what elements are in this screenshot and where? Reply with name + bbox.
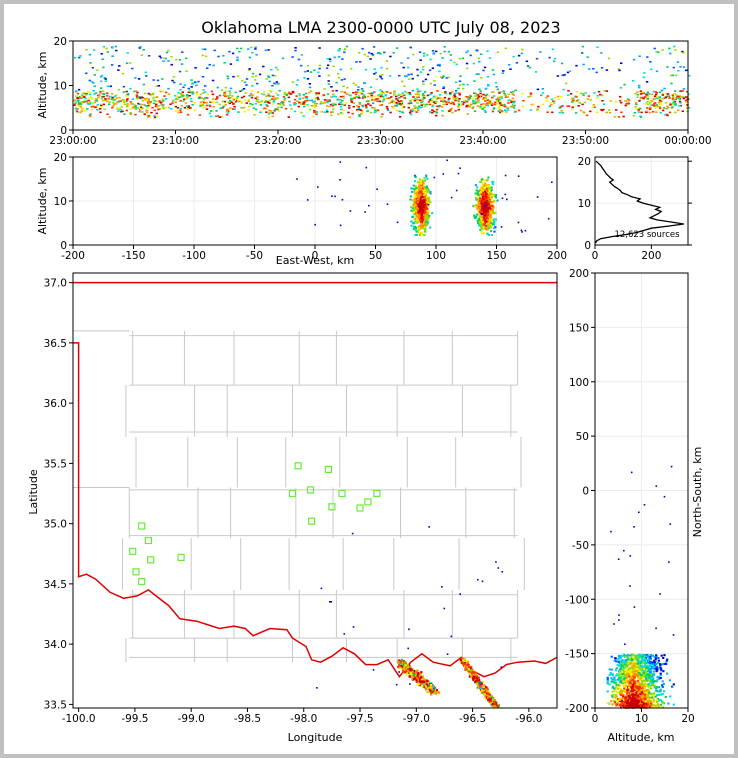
lma-station-marker: [306, 486, 315, 494]
lma-station-marker: [328, 503, 336, 511]
y-tick-label: 150: [569, 322, 589, 334]
x-tick-label: 0: [592, 713, 599, 725]
x-tick-label: 10: [635, 713, 648, 725]
y-tick-label: 0: [60, 240, 67, 252]
x-tick-label: -98.0: [290, 713, 317, 725]
ew-altitude-sources: [296, 159, 553, 236]
y-tick-label: 200: [569, 268, 589, 280]
x-tick-label: -200: [61, 250, 85, 262]
figure-title: Oklahoma LMA 2300-0000 UTC July 08, 2023: [201, 18, 560, 37]
y-tick-label: 36.0: [44, 398, 67, 410]
plan-view-panel: -100.0 -99.5 -99.0 -98.5 -98.0 -97.5 -97.0 -96.…: [27, 272, 558, 744]
y-tick-label: -50: [572, 540, 589, 552]
y-tick-label: 10: [54, 81, 67, 93]
lma-station-marker: [129, 547, 137, 556]
y-tick-label: 35.0: [44, 519, 67, 531]
state-boundary: [73, 281, 558, 678]
lma-station-marker: [356, 504, 364, 512]
y-tick-label: 100: [569, 377, 589, 389]
lma-station-marker: [132, 568, 140, 576]
y-tick-label: 36.5: [44, 338, 67, 350]
time-altitude-panel: 23:00:00 23:10:00 23:20:00 23:30:00 23:40:00…: [36, 36, 712, 147]
x-tick-label: -98.5: [234, 713, 261, 725]
x-tick-label: 0: [312, 250, 319, 262]
x-tick-label: -96.5: [459, 713, 486, 725]
altitude-histogram-panel: 0 200 0 10 20 12,623 sources: [578, 156, 692, 262]
y-tick-label: 50: [576, 431, 589, 443]
lma-station-marker: [308, 517, 316, 525]
y-tick-label: 0: [60, 125, 67, 137]
altitude-ns-xlabel: Altitude, km: [607, 731, 674, 744]
x-tick-label: 23:30:00: [357, 135, 404, 147]
plan-view-xlabel: Longitude: [288, 731, 343, 744]
lma-station-marker: [324, 465, 333, 473]
x-tick-label: 150: [486, 250, 506, 262]
lma-figure: Oklahoma LMA 2300-0000 UTC July 08, 2023…: [27, 18, 712, 744]
x-tick-label: -97.5: [346, 713, 373, 725]
x-tick-label: 23:20:00: [254, 135, 301, 147]
y-tick-label: 20: [54, 36, 67, 48]
lma-station-marker: [147, 556, 155, 564]
ew-altitude-panel: -200 -150 -100 -50 0 50 100 150 200 0 10 20 Altitud…: [36, 152, 567, 267]
y-tick-label: -100: [565, 594, 589, 606]
x-tick-label: 0: [592, 250, 599, 262]
y-tick-label: 20: [54, 152, 67, 164]
plan-view-ylabel: Latitude: [27, 469, 40, 515]
altitude-histogram-axes: [594, 156, 689, 246]
source-count-annotation: 12,623 sources: [614, 230, 680, 240]
y-tick-label: 20: [578, 156, 591, 168]
y-tick-label: 33.5: [44, 699, 67, 711]
plan-view-axes: [72, 272, 558, 709]
lma-station-marker: [138, 522, 146, 530]
altitude-histogram-line: [595, 160, 684, 244]
y-tick-label: 0: [582, 486, 589, 498]
x-tick-label: -96.0: [515, 713, 542, 725]
lma-stations: [129, 462, 381, 586]
y-tick-label: 34.0: [44, 639, 67, 651]
lma-station-marker: [177, 553, 185, 562]
y-tick-label: -150: [565, 649, 589, 661]
plan-view-sources: [316, 526, 504, 709]
x-tick-label: -150: [122, 250, 146, 262]
lma-station-marker: [144, 536, 152, 545]
lma-station-marker: [138, 577, 146, 586]
lma-station-marker: [338, 489, 346, 498]
y-tick-label: 35.5: [44, 458, 67, 470]
x-tick-label: -99.5: [121, 713, 148, 725]
x-tick-label: -100.0: [62, 713, 96, 725]
y-tick-label: 10: [578, 198, 591, 210]
altitude-ns-sources: [606, 465, 675, 709]
x-tick-label: 23:50:00: [562, 135, 609, 147]
x-tick-label: -99.0: [178, 713, 205, 725]
y-tick-label: 37.0: [44, 278, 67, 290]
x-tick-label: 100: [426, 250, 446, 262]
y-tick-label: 34.5: [44, 579, 67, 591]
time-altitude-ylabel: Altitude, km: [36, 51, 49, 118]
county-boundaries: [73, 330, 525, 663]
ew-altitude-ylabel: Altitude, km: [36, 167, 49, 234]
ew-altitude-xlabel: East-West, km: [276, 254, 354, 267]
x-tick-label: -97.0: [403, 713, 430, 725]
x-tick-label: 50: [369, 250, 382, 262]
y-tick-label: -200: [565, 703, 589, 715]
lma-station-marker: [288, 489, 297, 498]
figure-frame: Oklahoma LMA 2300-0000 UTC July 08, 2023…: [4, 4, 734, 754]
x-tick-label: 00:00:00: [664, 135, 711, 147]
altitude-ns-panel: 0 10 20 -200 -150 -100 -50 0 50 100 150 200 North-S…: [565, 268, 704, 744]
y-tick-label: 0: [584, 240, 591, 252]
lma-station-marker: [364, 498, 372, 506]
altitude-ns-ylabel: North-South, km: [691, 447, 704, 538]
x-tick-label: 23:40:00: [459, 135, 506, 147]
x-tick-label: 23:00:00: [49, 135, 96, 147]
lma-station-marker: [294, 462, 302, 470]
lma-station-marker: [373, 489, 381, 498]
time-altitude-sources: [73, 45, 691, 119]
x-tick-label: 200: [547, 250, 567, 262]
x-tick-label: -50: [246, 250, 263, 262]
y-tick-label: 10: [54, 196, 67, 208]
x-tick-label: 23:10:00: [152, 135, 199, 147]
x-tick-label: 20: [681, 713, 694, 725]
x-tick-label: -100: [182, 250, 206, 262]
x-tick-label: 200: [641, 250, 661, 262]
